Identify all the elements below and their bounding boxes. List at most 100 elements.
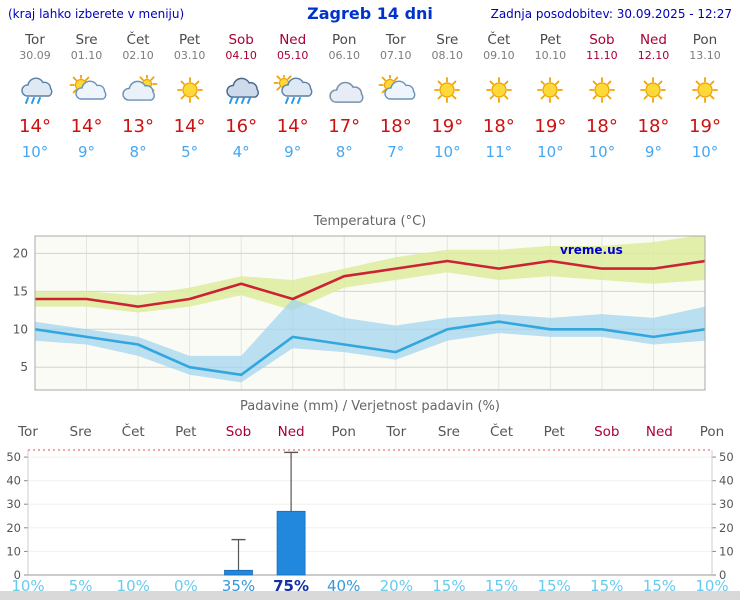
svg-text:Tor: Tor — [17, 424, 38, 440]
day-column-tor-30.09[interactable]: Tor 30.09 14° 10° — [7, 32, 63, 161]
day-name: Pon — [692, 32, 718, 48]
svg-text:Sob: Sob — [594, 424, 619, 440]
temp-max-value: 18° — [637, 116, 670, 137]
temp-min-band — [35, 299, 705, 383]
temp-max-value: 17° — [328, 116, 361, 137]
vreme-watermark-link[interactable]: vreme.us — [560, 243, 623, 257]
day-column-ned-12.10[interactable]: Ned 12.10 18° 9° — [625, 32, 681, 161]
temp-series — [35, 236, 705, 383]
precip-probability: 35% — [221, 577, 256, 595]
day-date: 10.10 — [534, 49, 567, 62]
day-column-čet-09.10[interactable]: Čet 09.10 18° 11° — [471, 32, 527, 161]
day-name: Sob — [589, 32, 615, 48]
temp-max-value: 19° — [431, 116, 464, 137]
menu-hint-note: (kraj lahko izberete v meniju) — [8, 7, 185, 21]
svg-text:Pon: Pon — [331, 424, 355, 440]
day-date: 01.10 — [70, 49, 103, 62]
precip-probability: 75% — [273, 577, 310, 595]
precip-bar — [224, 569, 253, 576]
day-column-pet-03.10[interactable]: Pet 03.10 14° 5° — [162, 32, 218, 161]
svg-text:50: 50 — [6, 450, 21, 464]
day-column-ned-05.10[interactable]: Ned 05.10 14° 9° — [265, 32, 321, 161]
svg-text:Tor: Tor — [385, 424, 406, 440]
svg-text:0: 0 — [719, 568, 726, 580]
svg-text:30: 30 — [6, 497, 21, 511]
weather-sun-icon — [471, 75, 527, 109]
temp-max-value: 18° — [379, 116, 412, 137]
svg-text:30: 30 — [719, 497, 734, 511]
svg-text:Pet: Pet — [544, 424, 565, 440]
temp-min-value: 8° — [335, 143, 353, 161]
day-date: 04.10 — [225, 49, 257, 62]
temp-max-value: 16° — [225, 116, 258, 137]
precip-chart-title: Padavine (mm) / Verjetnost padavin (%) — [240, 399, 500, 414]
temp-y-axis-labels: 5 10 15 20 — [13, 246, 28, 374]
day-date: 11.10 — [586, 49, 618, 62]
day-column-pet-10.10[interactable]: Pet 10.10 19° 10° — [522, 32, 578, 161]
precip-probability: 0% — [173, 577, 198, 595]
temp-min-value: 8° — [129, 143, 147, 161]
svg-text:Pon: Pon — [700, 424, 724, 440]
svg-text:40: 40 — [6, 474, 21, 488]
temp-min-value: 5° — [181, 143, 199, 161]
weather-sun-icon — [625, 75, 681, 109]
temp-max-value: 13° — [122, 116, 155, 137]
svg-text:Sre: Sre — [438, 424, 460, 440]
day-name: Pet — [178, 32, 201, 48]
temp-max-value: 14° — [173, 116, 206, 137]
day-column-pon-13.10[interactable]: Pon 13.10 19° 10° — [677, 32, 733, 161]
day-column-sre-08.10[interactable]: Sre 08.10 19° 10° — [419, 32, 475, 161]
day-date: 05.10 — [276, 49, 309, 62]
temp-max-value: 14° — [70, 116, 103, 137]
day-column-sre-01.10[interactable]: Sre 01.10 14° 9° — [59, 32, 115, 161]
day-date: 30.09 — [19, 49, 51, 62]
svg-text:Ned: Ned — [278, 424, 305, 440]
day-date: 02.10 — [122, 49, 154, 62]
weather-cloud-icon — [316, 75, 372, 109]
svg-text:Pet: Pet — [175, 424, 196, 440]
svg-text:Čet: Čet — [122, 422, 145, 440]
precip-probability: 15% — [590, 577, 624, 595]
temp-min-value: 9° — [644, 143, 662, 161]
day-date: 08.10 — [431, 49, 464, 62]
day-column-tor-07.10[interactable]: Tor 07.10 18° 7° — [368, 32, 424, 161]
weather-sun-icon — [522, 75, 578, 109]
temp-min-value: 10° — [434, 143, 461, 161]
temp-min-value: 7° — [387, 143, 405, 161]
temp-plot-border — [34, 235, 706, 391]
weather-sun-icon — [419, 75, 475, 109]
temp-chart-title: Temperatura (°C) — [313, 214, 426, 229]
day-column-sob-11.10[interactable]: Sob 11.10 18° 10° — [574, 32, 630, 161]
svg-text:Ned: Ned — [646, 424, 673, 440]
precip-probability: 15% — [432, 577, 466, 595]
precip-bars — [224, 451, 306, 576]
precip-probability-row: 10% 5% 10% 0% 35% 75% 40% 20% 15% 15% 15% 15% 15% 10% — [0, 577, 740, 595]
day-column-čet-02.10[interactable]: Čet 02.10 13° 8° — [110, 32, 166, 161]
temp-max-value: 18° — [585, 116, 618, 137]
day-name: Tor — [385, 32, 406, 48]
temp-min-value: 9° — [78, 143, 96, 161]
day-name: Sre — [75, 32, 98, 48]
svg-text:10: 10 — [13, 322, 28, 336]
day-column-pon-06.10[interactable]: Pon 06.10 17° 8° — [316, 32, 372, 161]
forecast-strip: Tor 30.09 14° 10° Sre 01.10 14° 9° Čet 02.10 13° 8°… — [0, 32, 740, 204]
day-name: Ned — [279, 32, 307, 48]
temp-min-value: 9° — [284, 143, 302, 161]
day-name: Sre — [436, 32, 459, 48]
last-update-label: Zadnja posodobitev: 30.09.2025 - 12:27 — [490, 7, 732, 21]
temp-min-line — [35, 320, 705, 377]
precip-bar — [276, 510, 306, 576]
weather-sun-icon — [677, 75, 733, 109]
precip-probability: 10% — [11, 577, 45, 595]
bottom-strip — [0, 591, 740, 600]
day-date: 09.10 — [483, 49, 515, 62]
precip-probability: 15% — [537, 577, 571, 595]
day-column-sob-04.10[interactable]: Sob 04.10 16° 4° — [213, 32, 269, 161]
svg-text:50: 50 — [719, 450, 734, 464]
svg-text:Sre: Sre — [70, 424, 92, 440]
temp-max-value: 19° — [689, 116, 721, 137]
precip-probability: 10% — [116, 577, 150, 595]
temp-min-value: 11° — [485, 143, 513, 161]
precip-probability: 10% — [695, 577, 729, 595]
svg-text:10: 10 — [719, 544, 734, 558]
